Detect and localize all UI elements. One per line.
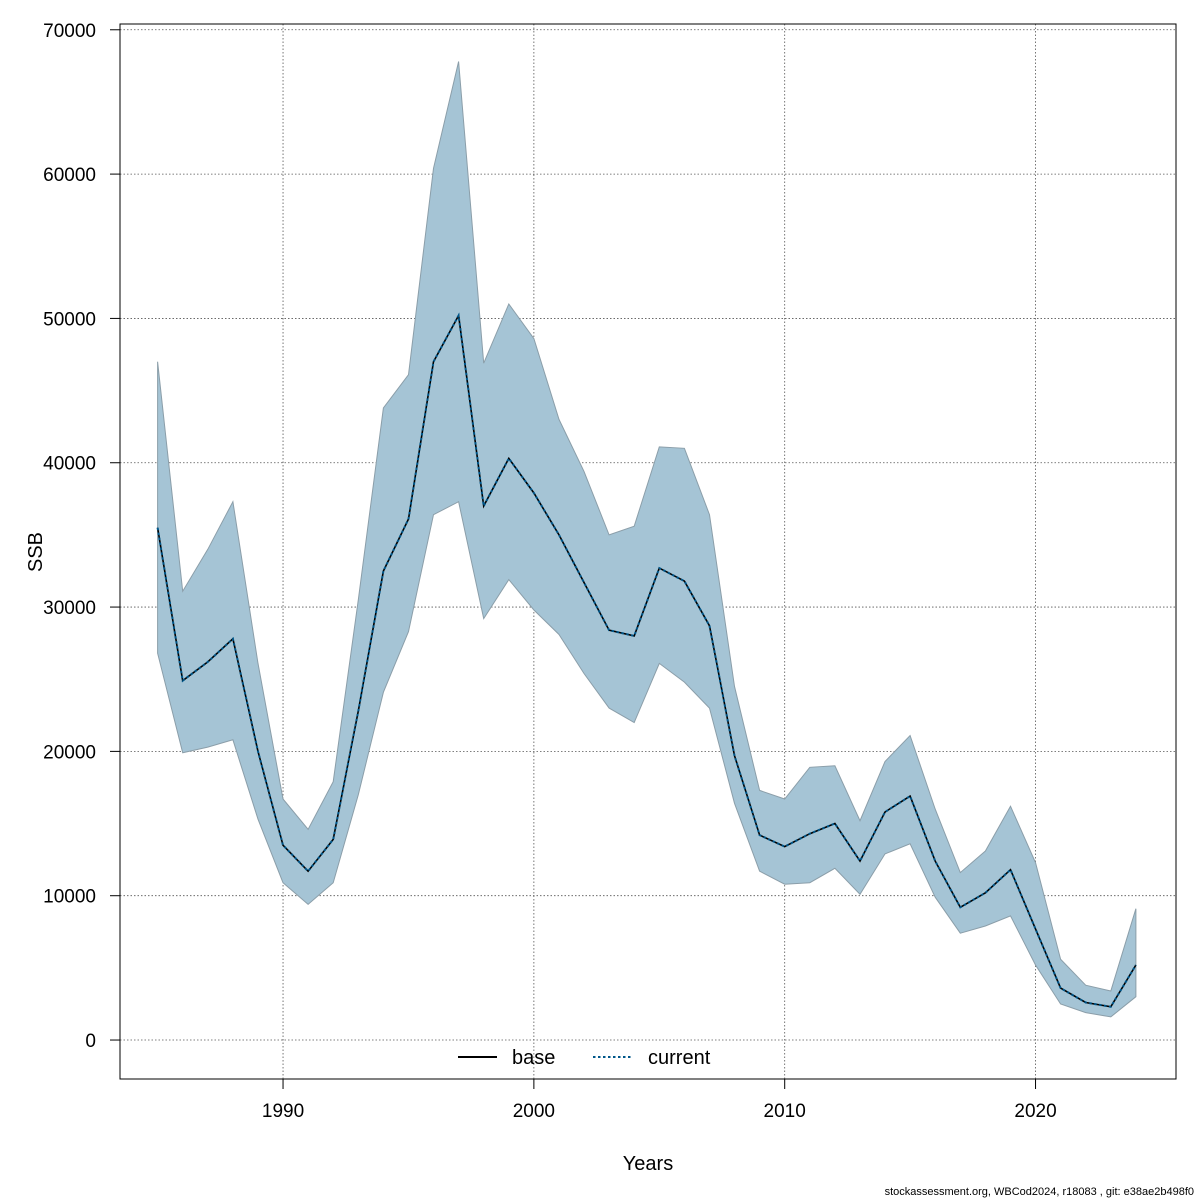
y-tick-label: 60000 (43, 165, 96, 186)
y-tick-label: 20000 (43, 742, 96, 763)
x-axis-label: Years (623, 1153, 673, 1175)
y-tick-label: 70000 (43, 21, 96, 42)
series-line-current (156, 312, 1137, 1008)
legend: base current (458, 1047, 711, 1069)
y-tick-label: 10000 (43, 887, 96, 908)
x-tick-label: 2010 (764, 1101, 806, 1122)
legend-label-current: current (648, 1047, 711, 1069)
x-tick-label: 2020 (1014, 1101, 1056, 1122)
legend-label-base: base (512, 1047, 555, 1069)
y-tick-label: 30000 (43, 598, 96, 619)
footer-note: stockassessment.org, WBCod2024, r18083 ,… (884, 1186, 1194, 1198)
x-tick-label: 1990 (262, 1101, 304, 1122)
y-axis-label: SSB (25, 532, 47, 572)
y-tick-label: 50000 (43, 309, 96, 330)
confidence-band (157, 61, 1137, 1018)
axes: 1990 2000 2010 2020 0 10000 20000 30000 40000 500… (43, 21, 1057, 1122)
y-tick-label: 40000 (43, 454, 96, 475)
x-tick-label: 2000 (513, 1101, 555, 1122)
y-tick-label: 0 (85, 1031, 96, 1052)
